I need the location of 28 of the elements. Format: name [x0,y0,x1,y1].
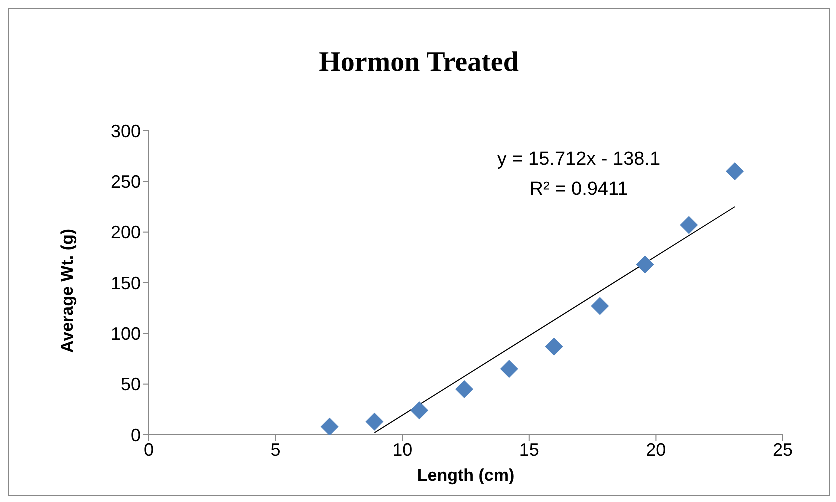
y-tick-label: 250 [110,172,141,192]
x-axis-title: Length (cm) [417,466,515,485]
y-tick-label: 0 [130,425,141,446]
point [500,360,518,378]
x-tick-label: 0 [144,440,154,460]
annotation: y = 15.712x - 138.1 [496,148,662,172]
point [320,418,339,435]
x-tick-label: 15 [519,440,540,460]
point [545,338,564,356]
y-tick-label: 300 [110,121,141,142]
y-axis-title: Average Wt. (g) [58,228,78,353]
chart-title: Hormon Treated [318,47,520,79]
x-tick-label: 25 [772,440,794,460]
point [680,216,698,234]
annotation: R² = 0.9411 [528,178,630,202]
y-tick-label: 200 [110,222,141,243]
x-tick-label: 20 [646,440,666,460]
point [410,402,429,420]
point [591,297,610,316]
point [366,412,384,431]
x-tick-label: 5 [270,440,281,460]
x-tick-label: 10 [392,440,413,460]
point [455,380,474,398]
y-tick-label: 150 [110,273,141,294]
y-tick-label: 50 [120,374,141,395]
y-tick-label: 100 [110,324,141,344]
point [726,162,744,181]
point [636,256,654,274]
